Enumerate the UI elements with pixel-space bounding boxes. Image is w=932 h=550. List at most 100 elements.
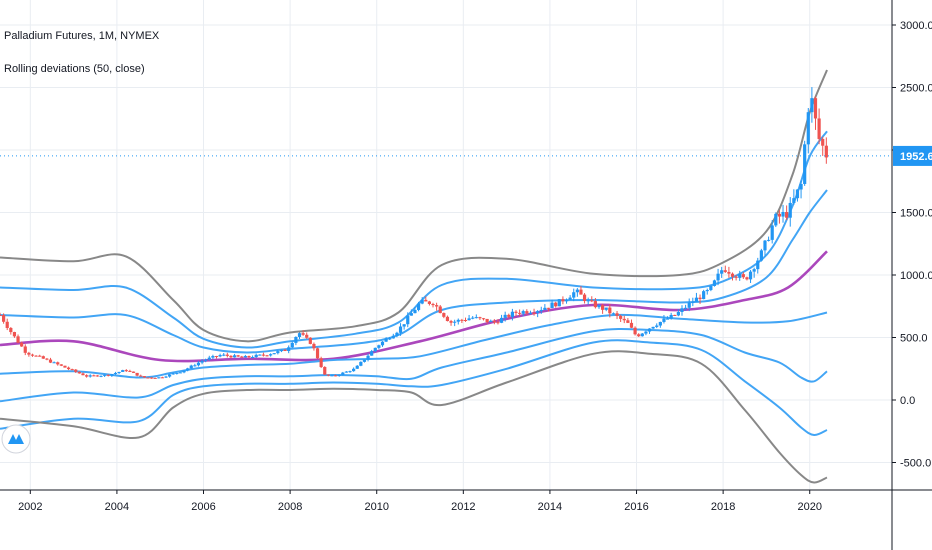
candle-body [348, 371, 352, 373]
candle-body [803, 144, 807, 184]
candle-body [323, 367, 327, 375]
candle-body [171, 373, 175, 375]
candle-body [817, 118, 821, 139]
candle-body [232, 355, 237, 358]
tradingview-logo-icon[interactable] [1, 424, 31, 454]
candle-body [709, 285, 713, 291]
candle-body [362, 359, 367, 362]
candle-body [9, 327, 13, 333]
candle-body [344, 371, 349, 373]
candle-body [590, 300, 594, 302]
candle-body [204, 359, 208, 361]
candle-body [23, 346, 27, 353]
candle-body [788, 202, 792, 218]
y-tick-label: 1000.0 [900, 270, 932, 282]
candlesticks [0, 87, 892, 379]
candle-body [698, 297, 702, 300]
candle-body [572, 292, 576, 298]
candle-body [41, 356, 45, 359]
candle-body [366, 355, 370, 360]
last-price-badge: 1952.6 [893, 145, 932, 166]
x-tick-label: 2008 [278, 501, 302, 513]
candle-body [131, 371, 136, 373]
band-upper-3 [0, 69, 828, 343]
candle-body [536, 311, 540, 314]
candle-body [669, 314, 673, 319]
y-tick-label: -500.0 [900, 458, 931, 470]
candle-body [687, 302, 691, 308]
candle-body [359, 361, 363, 366]
candle-body [604, 307, 608, 310]
candle-body [59, 364, 63, 366]
candle-body [416, 303, 421, 310]
candle-body [781, 212, 785, 217]
candle-body [186, 368, 190, 371]
candle-body [597, 305, 601, 308]
candle-body [250, 357, 255, 359]
candle-body [449, 321, 453, 323]
candle-body [431, 303, 435, 306]
candle-body [694, 297, 699, 302]
candle-body [463, 320, 468, 322]
y-tick-label: 3000.0 [900, 20, 932, 32]
candle-body [99, 375, 103, 377]
candle-body [453, 321, 457, 323]
candle-body [406, 315, 410, 325]
candle-body [723, 270, 727, 272]
candle-body [30, 354, 35, 356]
candle-body [734, 276, 738, 278]
band-mean [0, 250, 828, 363]
candle-body [279, 349, 284, 352]
candle-body [142, 376, 146, 378]
candle-body [456, 319, 460, 322]
candle-body [214, 356, 219, 358]
candle-body [702, 291, 706, 300]
candle-body [27, 352, 31, 355]
candle-body [763, 240, 767, 251]
candle-body [637, 334, 641, 337]
candle-body [467, 318, 471, 321]
candle-body [283, 349, 287, 351]
candle-body [391, 335, 395, 339]
candle-body [727, 271, 731, 274]
candle-body [673, 314, 677, 316]
candle-body [45, 358, 49, 360]
candle-body [124, 370, 128, 372]
candle-body [157, 377, 161, 379]
candle-body [460, 319, 464, 321]
time-axis[interactable]: 2002 2004 2006 2008 2010 2012 2014 2016 2018 2020 [18, 490, 822, 513]
candle-body [752, 269, 756, 272]
candle-body [56, 362, 60, 365]
candle-body [640, 333, 644, 337]
candle-body [503, 314, 507, 318]
price-axis[interactable]: -500.00.0500.01000.01500.02000.02500.030… [892, 20, 932, 470]
candle-body [218, 355, 222, 357]
candle-body [680, 308, 684, 312]
candle-body [579, 289, 583, 295]
candle-body [601, 305, 605, 310]
candle-body [200, 360, 204, 363]
candle-body [52, 362, 56, 364]
candle-body [471, 317, 475, 319]
candle-body [647, 328, 652, 332]
x-tick-label: 2006 [191, 501, 215, 513]
candle-body [247, 355, 251, 358]
candle-body [626, 320, 630, 323]
candle-body [398, 326, 403, 333]
candle-body [795, 189, 800, 199]
candle-body [12, 332, 17, 337]
x-tick-label: 2012 [451, 501, 475, 513]
candle-body [63, 365, 67, 368]
candle-body [445, 316, 450, 322]
candle-body [507, 314, 511, 317]
candle-body [189, 365, 193, 369]
candle-body [665, 318, 670, 320]
x-tick-label: 2016 [624, 501, 648, 513]
candle-body [824, 145, 828, 158]
candle-body [720, 270, 724, 274]
candle-body [229, 355, 233, 358]
candle-body [337, 374, 341, 376]
candle-body [117, 371, 121, 373]
candle-body [438, 306, 442, 314]
